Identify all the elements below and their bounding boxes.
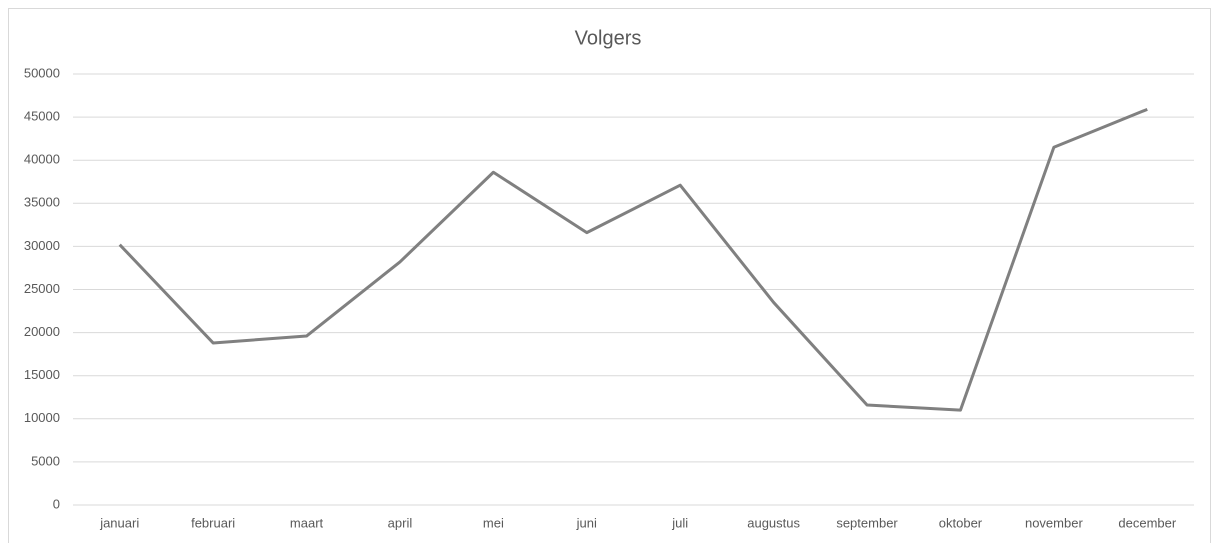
x-tick-label: december (1118, 515, 1176, 530)
y-tick-label: 35000 (24, 195, 60, 210)
y-tick-label: 0 (53, 496, 60, 511)
x-tick-label: april (388, 515, 413, 530)
x-tick-label: januari (99, 515, 139, 530)
y-tick-label: 50000 (24, 65, 60, 80)
x-tick-label: september (836, 515, 898, 530)
x-tick-label: mei (483, 515, 504, 530)
chart-title: Volgers (575, 27, 642, 49)
x-tick-label: maart (290, 515, 324, 530)
x-tick-label: november (1025, 515, 1083, 530)
chart-frame (8, 8, 1211, 543)
y-tick-label: 45000 (24, 109, 60, 124)
y-tick-label: 20000 (24, 324, 60, 339)
x-tick-label: augustus (747, 515, 800, 530)
x-tick-label: juli (671, 515, 688, 530)
y-tick-label: 10000 (24, 410, 60, 425)
x-tick-label: juni (576, 515, 597, 530)
y-tick-label: 5000 (31, 453, 60, 468)
y-tick-label: 25000 (24, 281, 60, 296)
y-tick-label: 40000 (24, 152, 60, 167)
x-tick-label: oktober (939, 515, 983, 530)
y-tick-label: 15000 (24, 367, 60, 382)
x-tick-label: februari (191, 515, 235, 530)
data-line (118, 107, 1148, 412)
y-tick-label: 30000 (24, 238, 60, 253)
